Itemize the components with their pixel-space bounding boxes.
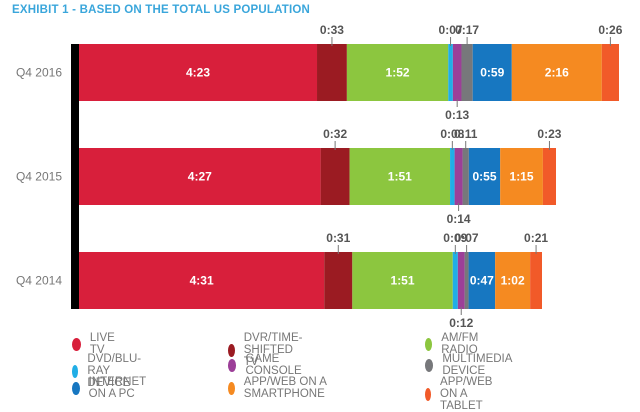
y-axis-line — [71, 44, 79, 309]
bar-segment — [457, 252, 465, 309]
legend-swatch — [72, 364, 79, 378]
legend-swatch — [228, 343, 235, 357]
data-label: 2:16 — [545, 66, 569, 80]
bar-segment — [462, 148, 469, 205]
legend-label: MULTIMEDIA DEVICE — [442, 353, 512, 377]
bar-segment — [349, 148, 451, 205]
data-label: 0:26 — [598, 23, 622, 37]
bar-segment — [472, 44, 512, 101]
legend-swatch — [72, 381, 80, 395]
bar-segment — [79, 44, 318, 101]
bar-segment — [317, 44, 347, 101]
legend-item: MULTIMEDIA DEVICE — [425, 353, 516, 377]
legend-item: DVD/BLU-RAY DEVICE — [72, 353, 148, 389]
data-label: 4:31 — [190, 274, 214, 288]
bar-segment — [464, 252, 469, 309]
data-label: 1:51 — [391, 274, 415, 288]
data-label: 0:47 — [470, 274, 494, 288]
data-label: 1:02 — [501, 274, 525, 288]
bar-segment — [79, 148, 321, 205]
legend-label: DVD/BLU-RAY DEVICE — [87, 353, 142, 389]
bar-segment — [495, 252, 531, 309]
legend-swatch — [228, 358, 237, 372]
data-label: 0:09 — [443, 231, 467, 245]
bar-segment — [601, 44, 619, 101]
data-label: 0:23 — [537, 127, 561, 141]
chart-title: EXHIBIT 1 - BASED ON THE TOTAL US POPULA… — [12, 4, 311, 16]
legend-item: LIVE TV — [72, 332, 119, 356]
data-label: 0:33 — [320, 23, 344, 37]
legend-item: APP/WEB ON A SMARTPHONE — [228, 376, 331, 400]
data-label: 0:07 — [455, 231, 479, 245]
bar-segment — [450, 148, 455, 205]
bar-segment — [461, 44, 473, 101]
data-label: 1:52 — [386, 66, 410, 80]
legend-label: APP/WEB ON A SMARTPHONE — [243, 376, 327, 400]
data-label: 0:17 — [455, 23, 479, 37]
data-label: 0:12 — [449, 316, 473, 330]
legend-label: INTERNET ON A PC — [88, 376, 146, 400]
data-label: 0:08 — [440, 127, 464, 141]
bar-segment — [320, 148, 350, 205]
legend-item: AM/FM RADIO — [425, 332, 484, 356]
legend-item: GAME CONSOLE — [228, 353, 306, 377]
bar-segment — [346, 44, 449, 101]
data-label: 0:31 — [326, 231, 350, 245]
data-label: 0:21 — [524, 231, 548, 245]
bar-segment — [468, 148, 501, 205]
legend-swatch — [425, 387, 432, 401]
bar-segment — [454, 148, 463, 205]
category-label: Q4 2014 — [16, 274, 62, 288]
data-label: 1:51 — [388, 170, 412, 184]
category-label: Q4 2015 — [16, 170, 62, 184]
bar-segment — [79, 252, 325, 309]
bar-segment — [542, 148, 556, 205]
data-label: 4:27 — [188, 170, 212, 184]
data-label: 0:13 — [445, 108, 469, 122]
bar-segment — [500, 148, 543, 205]
bar-segment — [352, 252, 453, 309]
bar-segment — [530, 252, 542, 309]
legend-label: APP/WEB ON A TABLET — [440, 376, 493, 412]
legend-swatch — [425, 358, 434, 372]
bar-segment — [452, 44, 462, 101]
legend-swatch — [425, 337, 433, 351]
legend-item: APP/WEB ON A TABLET — [425, 376, 499, 412]
legend-swatch — [72, 337, 81, 351]
legend-label: GAME CONSOLE — [245, 353, 302, 377]
data-label: 0:14 — [447, 212, 471, 226]
data-label: 4:23 — [186, 66, 210, 80]
bar-segment — [468, 252, 496, 309]
legend-item: INTERNET ON A PC — [72, 376, 151, 400]
data-label: 0:11 — [454, 127, 478, 141]
legend-label: DVR/TIME-SHIFTED TV — [243, 332, 303, 368]
bar-segment — [448, 44, 453, 101]
legend-label: AM/FM RADIO — [441, 332, 479, 356]
legend-label: LIVE TV — [89, 332, 115, 356]
legend-item: DVR/TIME-SHIFTED TV — [228, 332, 309, 368]
bar-segment — [324, 252, 353, 309]
legend-swatch — [228, 381, 235, 395]
bar-segment — [511, 44, 602, 101]
data-label: 0:55 — [472, 170, 496, 184]
data-label: 1:15 — [510, 170, 534, 184]
bar-segment — [452, 252, 458, 309]
data-label: 0:07 — [439, 23, 463, 37]
category-label: Q4 2016 — [16, 66, 62, 80]
data-label: 0:59 — [480, 66, 504, 80]
data-label: 0:32 — [323, 127, 347, 141]
